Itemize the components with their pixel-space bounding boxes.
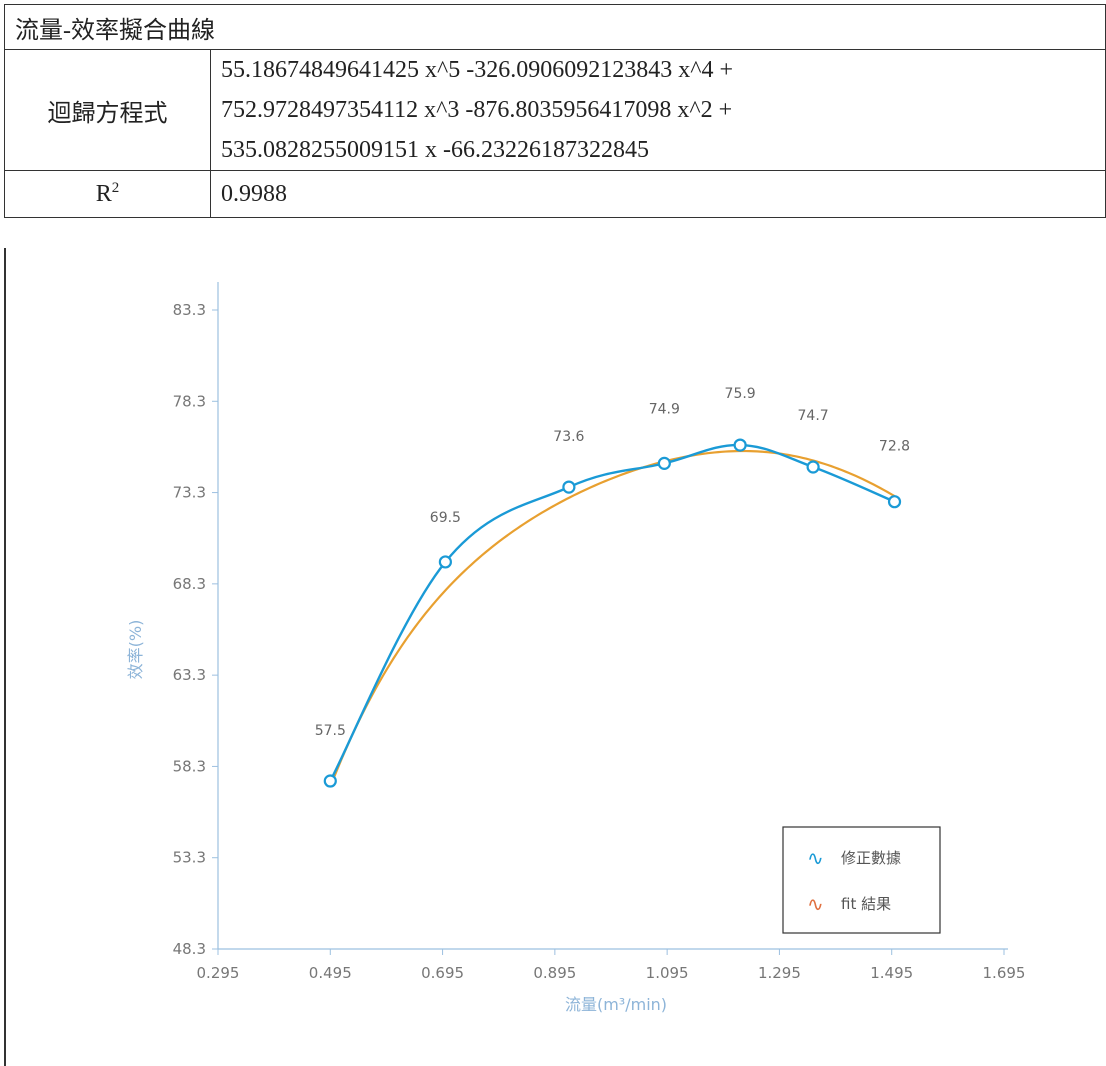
data-point: [657, 456, 671, 470]
data-point: [323, 774, 337, 788]
data-point: [733, 438, 747, 452]
y-tick-label: 58.3: [173, 757, 206, 775]
data-curve: [329, 443, 895, 782]
data-label: 75.9: [725, 386, 756, 402]
data-label: 74.7: [798, 408, 829, 424]
equation-line: 752.9728497354112 x^3 -876.8035956417098…: [221, 97, 733, 123]
y-tick-label: 48.3: [173, 940, 206, 958]
x-tick-label: 0.495: [309, 964, 352, 982]
data-label: 69.5: [430, 510, 461, 526]
x-tick-label: 1.095: [646, 964, 689, 982]
chart-frame-left-border: [4, 248, 6, 1066]
result-table: 流量-效率擬合曲線 迴歸方程式 55.18674849641425 x^5 -3…: [4, 4, 1106, 218]
x-tick-label: 0.895: [533, 964, 576, 982]
equation-value: 55.18674849641425 x^5 -326.0906092123843…: [210, 49, 1106, 171]
data-point: [806, 460, 820, 474]
chart-axes: 48.3 53.3 58.3 63.3 68.3 73.3 78.3 83.3 0.295 0.4…: [173, 282, 1026, 982]
data-labels: 57.5 69.5 73.6 74.9 75.9 74.7 72.8: [315, 386, 910, 739]
y-tick-label: 63.3: [173, 666, 206, 684]
data-layer: [323, 438, 902, 788]
equation-line: 535.0828255009151 x -66.23226187322845: [221, 137, 649, 163]
y-axis-label: 效率(%): [126, 620, 145, 680]
data-point: [887, 495, 902, 509]
x-tick-label: 0.295: [197, 964, 240, 982]
equation-line: 55.18674849641425 x^5 -326.0906092123843…: [221, 57, 734, 83]
equation-label: 迴歸方程式: [4, 49, 211, 171]
x-tick-label: 1.495: [870, 964, 913, 982]
data-point: [562, 480, 576, 494]
legend-label: fit 結果: [841, 895, 891, 913]
x-tick-label: 0.695: [421, 964, 464, 982]
legend: ∿ 修正數據 ∿ fit 結果: [782, 826, 941, 934]
data-label: 72.8: [879, 439, 910, 455]
x-tick-label: 1.295: [758, 964, 801, 982]
efficiency-chart: 48.3 53.3 58.3 63.3 68.3 73.3 78.3 83.3 0.295 0.4…: [126, 282, 1026, 1014]
data-label: 74.9: [649, 401, 680, 417]
y-tick-label: 73.3: [173, 484, 206, 502]
r2-label: R2: [4, 170, 211, 218]
x-axis-label: 流量(m³/min): [565, 995, 667, 1014]
y-tick-label: 78.3: [173, 392, 206, 410]
y-tick-label: 83.3: [173, 301, 206, 319]
x-tick-label: 1.695: [983, 964, 1026, 982]
legend-box: [782, 826, 941, 934]
y-tick-label: 53.3: [173, 849, 206, 867]
legend-series-icon: ∿: [807, 892, 824, 916]
legend-label: 修正數據: [841, 849, 901, 867]
data-label: 57.5: [315, 723, 346, 739]
table-title: 流量-效率擬合曲線: [4, 4, 1106, 50]
r2-value: 0.9988: [210, 170, 1106, 218]
data-label: 73.6: [553, 429, 584, 445]
legend-series-icon: ∿: [807, 846, 824, 870]
data-point: [438, 555, 452, 569]
y-tick-label: 68.3: [173, 575, 206, 593]
fit-curve: [329, 449, 896, 788]
fit-layer: [329, 449, 896, 788]
